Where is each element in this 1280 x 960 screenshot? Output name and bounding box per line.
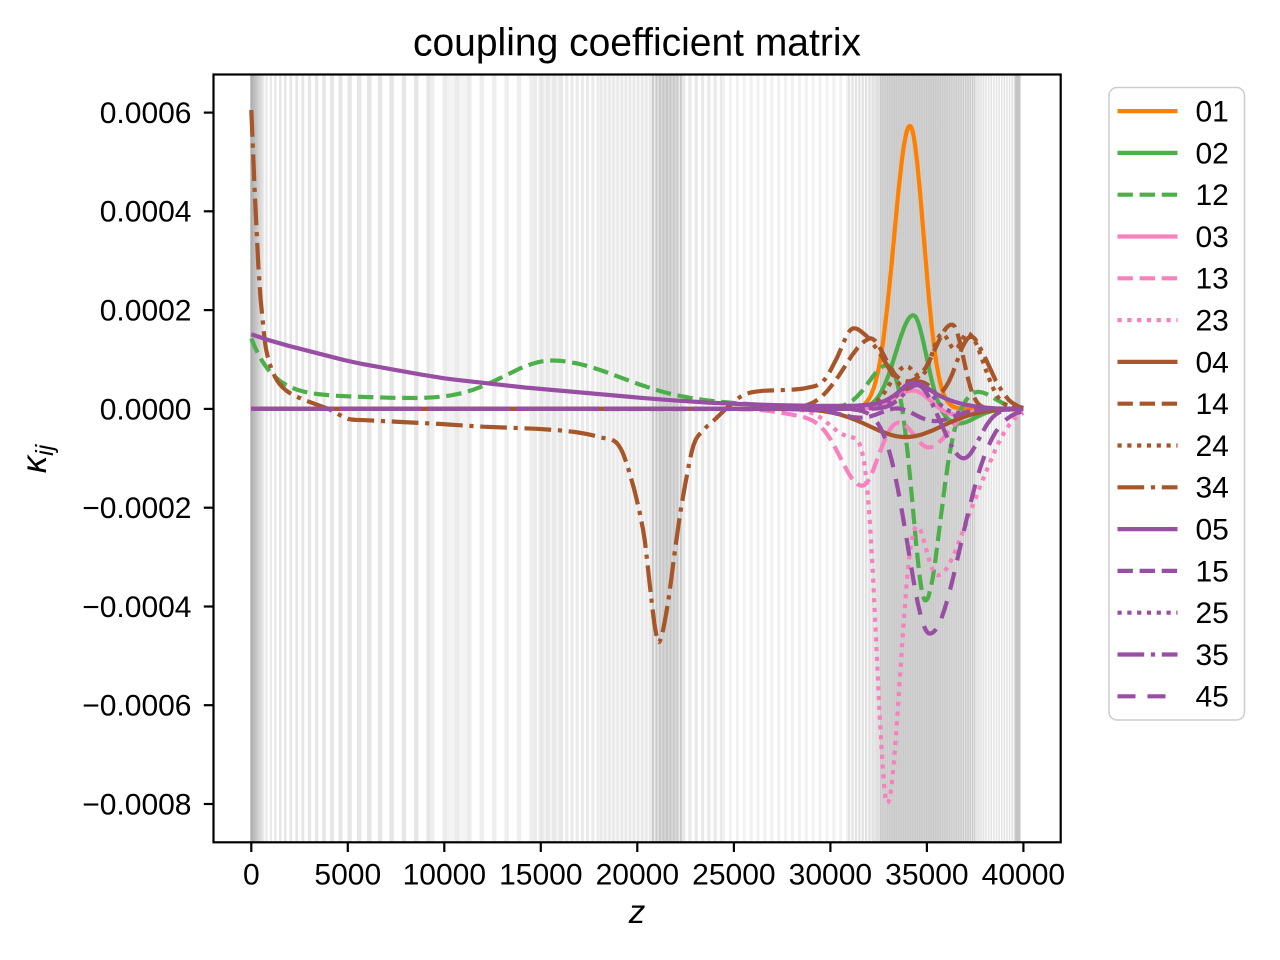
svg-text:−0.0004: −0.0004	[82, 591, 191, 624]
svg-text:34: 34	[1196, 472, 1229, 505]
svg-text:0.0000: 0.0000	[100, 393, 192, 426]
svg-text:5000: 5000	[314, 859, 381, 892]
svg-text:05: 05	[1196, 514, 1229, 547]
svg-text:14: 14	[1196, 388, 1229, 421]
svg-text:35: 35	[1196, 639, 1229, 672]
svg-text:12: 12	[1196, 179, 1229, 212]
svg-text:04: 04	[1196, 346, 1229, 379]
svg-text:10000: 10000	[403, 859, 486, 892]
svg-text:20000: 20000	[596, 859, 679, 892]
svg-text:45: 45	[1196, 681, 1229, 714]
svg-text:15: 15	[1196, 555, 1229, 588]
svg-text:0.0006: 0.0006	[100, 97, 192, 130]
svg-text:24: 24	[1196, 430, 1229, 463]
svg-text:15000: 15000	[499, 859, 582, 892]
svg-text:25000: 25000	[692, 859, 775, 892]
svg-text:−0.0006: −0.0006	[82, 690, 191, 723]
svg-text:01: 01	[1196, 96, 1229, 129]
svg-text:02: 02	[1196, 137, 1229, 170]
svg-text:coupling coefficient matrix: coupling coefficient matrix	[413, 22, 862, 65]
svg-text:0.0004: 0.0004	[100, 196, 192, 229]
svg-text:23: 23	[1196, 305, 1229, 338]
svg-text:40000: 40000	[982, 859, 1065, 892]
svg-text:25: 25	[1196, 597, 1229, 630]
svg-text:0: 0	[243, 859, 260, 892]
svg-text:0.0002: 0.0002	[100, 295, 192, 328]
svg-text:−0.0002: −0.0002	[82, 492, 191, 525]
svg-text:30000: 30000	[789, 859, 872, 892]
svg-text:35000: 35000	[885, 859, 968, 892]
svg-text:13: 13	[1196, 263, 1229, 296]
svg-text:z: z	[628, 893, 646, 930]
svg-text:03: 03	[1196, 221, 1229, 254]
svg-text:−0.0008: −0.0008	[82, 788, 191, 821]
